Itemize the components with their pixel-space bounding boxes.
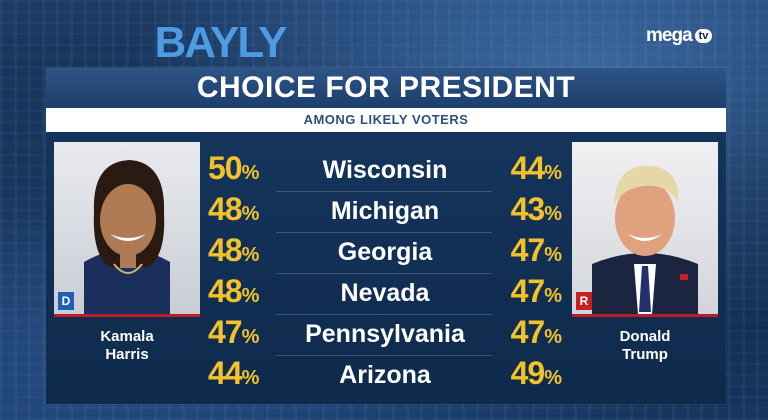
candidate-first-name-left: Kamala xyxy=(100,328,154,345)
state-name: Michigan xyxy=(330,197,440,225)
result-row: 44% Arizona 49% xyxy=(206,355,566,396)
show-logo: BAYLY xyxy=(154,18,287,67)
candidate-last-name-left: Harris xyxy=(105,346,149,363)
network-logo-badge: tv xyxy=(694,29,713,43)
row-divider xyxy=(276,232,492,233)
candidate-photo-right: R xyxy=(572,142,718,317)
left-percent: 50% xyxy=(208,149,260,186)
row-divider xyxy=(276,191,492,192)
right-percent: 47% xyxy=(510,272,562,309)
right-percent: 43% xyxy=(510,190,562,227)
row-divider xyxy=(276,355,492,356)
result-row: 48% Georgia 47% xyxy=(206,232,566,273)
candidate-portrait-right-icon xyxy=(592,165,698,314)
left-percent: 47% xyxy=(208,313,260,350)
result-row: 47% Pennsylvania 47% xyxy=(206,314,566,355)
poll-board: CHOICE FOR PRESIDENT AMONG LIKELY VOTERS… xyxy=(46,68,726,404)
state-name: Pennsylvania xyxy=(305,320,465,348)
state-name: Arizona xyxy=(339,361,431,389)
row-divider xyxy=(276,273,492,274)
candidate-name-right: Donald Trump xyxy=(572,328,718,364)
party-badge-left: D xyxy=(58,292,74,310)
row-divider xyxy=(276,314,492,315)
right-percent: 47% xyxy=(510,313,562,350)
poll-title: CHOICE FOR PRESIDENT xyxy=(46,68,726,108)
state-name: Georgia xyxy=(337,238,433,266)
candidate-name-left: Kamala Harris xyxy=(54,328,200,364)
party-badge-right: R xyxy=(576,292,592,310)
right-percent: 49% xyxy=(510,354,562,391)
candidate-last-name-right: Trump xyxy=(622,346,668,363)
poll-subtitle: AMONG LIKELY VOTERS xyxy=(46,108,726,132)
state-name: Wisconsin xyxy=(322,156,448,184)
candidate-first-name-right: Donald xyxy=(619,328,671,345)
left-percent: 48% xyxy=(208,231,260,268)
results-table: 50% Wisconsin 44% 48% Michigan 43% 48% G… xyxy=(206,150,566,396)
candidate-portrait-left-icon xyxy=(84,160,170,314)
network-logo-text: mega xyxy=(646,25,693,46)
right-percent: 47% xyxy=(510,231,562,268)
result-row: 48% Michigan 43% xyxy=(206,191,566,232)
result-row: 48% Nevada 47% xyxy=(206,273,566,314)
state-name: Nevada xyxy=(340,279,430,307)
candidate-photo-left: D xyxy=(54,142,200,317)
right-percent: 44% xyxy=(510,149,562,186)
left-percent: 48% xyxy=(208,272,260,309)
result-row: 50% Wisconsin 44% xyxy=(206,150,566,191)
network-logo: mega tv xyxy=(646,25,738,47)
left-percent: 44% xyxy=(208,354,260,391)
left-percent: 48% xyxy=(208,190,260,227)
